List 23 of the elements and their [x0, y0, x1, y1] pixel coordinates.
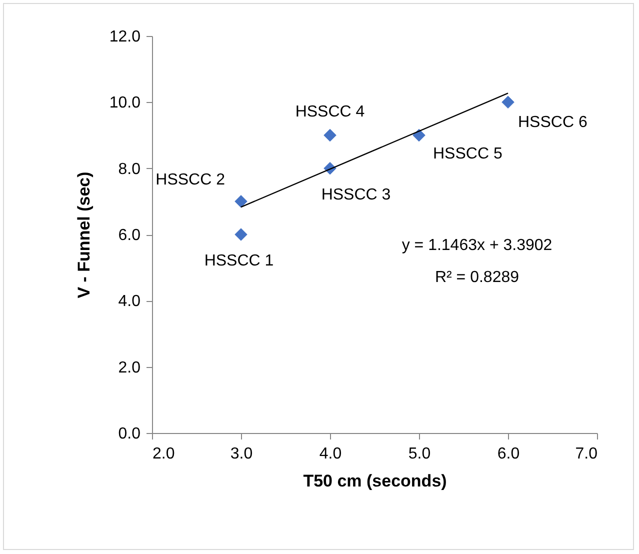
annotation: y = 1.1463x + 3.3902	[402, 237, 552, 254]
annotation: HSSCC 3	[321, 186, 391, 204]
annotation: HSSCC 1	[204, 252, 274, 270]
x-tick-label: 5.0	[408, 446, 431, 462]
annotation: HSSCC 4	[295, 103, 365, 120]
x-tick-label: 4.0	[319, 446, 342, 462]
y-tick-label: 0.0	[118, 426, 141, 442]
y-tick-label: 4.0	[118, 293, 141, 310]
y-tick-label: 10.0	[109, 94, 141, 112]
x-tick-label: 2.0	[152, 446, 175, 462]
y-tick-label: 6.0	[118, 227, 141, 244]
y-axis-title: V - Funnel (sec)	[74, 172, 94, 298]
y-tick-label: 2.0	[118, 359, 141, 376]
y-tick-label: 8.0	[118, 160, 141, 178]
annotation: HSSCC 2	[156, 171, 226, 188]
x-tick-label: 3.0	[230, 446, 253, 462]
x-axis-title: T50 cm (seconds)	[303, 472, 447, 490]
x-tick-label: 6.0	[497, 446, 520, 462]
x-tick-label: 7.0	[575, 446, 598, 462]
y-tick-label: 12.0	[109, 28, 141, 46]
annotation: HSSCC 6	[518, 114, 588, 132]
annotation: HSSCC 5	[433, 145, 502, 162]
annotation: R² = 0.8289	[434, 269, 520, 286]
